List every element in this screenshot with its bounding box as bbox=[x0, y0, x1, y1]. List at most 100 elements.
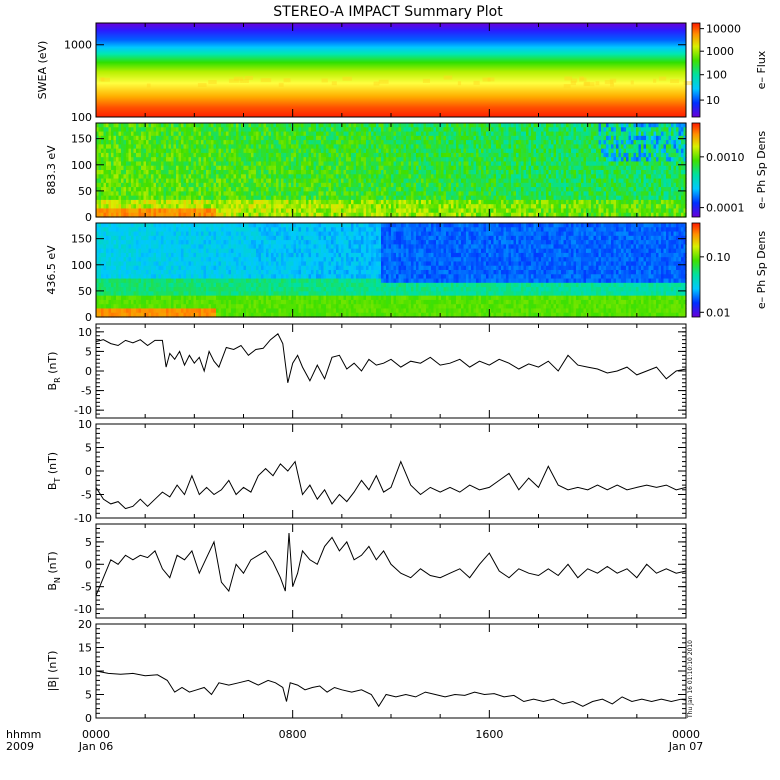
spectrogram-cell bbox=[181, 140, 185, 145]
spectrogram-cell bbox=[276, 191, 280, 197]
spectrogram-cell bbox=[268, 195, 272, 201]
spectrogram-cell bbox=[101, 204, 105, 210]
spectrogram-cell bbox=[176, 127, 180, 133]
spectrogram-cell bbox=[421, 191, 425, 197]
spectrogram-cell bbox=[288, 131, 292, 137]
spectrogram-cell bbox=[231, 174, 235, 180]
spectrogram-cell bbox=[348, 182, 352, 188]
spectrogram-cell bbox=[346, 199, 350, 205]
spectrogram-cell bbox=[261, 165, 265, 171]
spectrogram-cell bbox=[336, 165, 340, 171]
spectrogram-cell bbox=[233, 212, 237, 218]
spectrogram-cell bbox=[541, 174, 545, 180]
spectrogram-cell bbox=[473, 148, 477, 154]
spectrogram-cell bbox=[331, 127, 335, 133]
spectrogram-cell bbox=[213, 170, 217, 175]
spectrogram-cell bbox=[118, 123, 122, 128]
spectrogram-cell bbox=[521, 152, 525, 158]
spectrogram-cell bbox=[301, 191, 305, 197]
spectrogram-cell bbox=[281, 174, 285, 180]
spectrogram-cell bbox=[258, 161, 262, 167]
spectrogram-cell bbox=[166, 199, 170, 205]
spectrogram-cell bbox=[276, 208, 280, 214]
spectrogram-cell bbox=[458, 135, 462, 141]
spectrogram-cell bbox=[396, 152, 400, 158]
spectrogram-cell bbox=[133, 127, 137, 133]
spectrogram-cell bbox=[223, 174, 227, 180]
spectrogram-cell bbox=[406, 127, 410, 133]
spectrogram-cell bbox=[303, 174, 307, 180]
spectrogram-cell bbox=[281, 191, 285, 197]
spectrogram-cell bbox=[151, 208, 155, 214]
spectrogram-cell bbox=[533, 178, 537, 184]
spectrogram-cell bbox=[491, 212, 495, 218]
spectrogram-cell bbox=[521, 191, 525, 197]
spectrogram-cell bbox=[158, 187, 162, 192]
spectrogram-cell bbox=[446, 161, 450, 167]
spectrogram-cell bbox=[291, 135, 295, 141]
spectrogram-cell bbox=[156, 182, 160, 188]
spectrogram-cell bbox=[173, 144, 177, 150]
spectrogram-cell bbox=[503, 144, 507, 150]
spectrogram-cell bbox=[148, 161, 152, 167]
spectrogram-cell bbox=[443, 195, 447, 201]
spectrogram-cell bbox=[278, 123, 282, 128]
spectrogram-cell bbox=[373, 152, 377, 158]
spectrogram-cell bbox=[351, 135, 355, 141]
spectrogram-cell bbox=[523, 140, 527, 145]
spectrogram-cell bbox=[358, 208, 362, 214]
spectrogram-cell bbox=[273, 187, 277, 192]
spectrogram-cell bbox=[516, 140, 520, 145]
spectrogram-cell bbox=[473, 152, 477, 158]
spectrogram-cell bbox=[333, 135, 337, 141]
spectrogram-cell bbox=[158, 135, 162, 141]
spectrogram-cell bbox=[431, 199, 435, 205]
spectrogram-cell bbox=[246, 170, 250, 175]
spectrogram-cell bbox=[213, 191, 217, 197]
spectrogram-cell bbox=[536, 174, 540, 180]
spectrogram-cell bbox=[481, 157, 485, 163]
spectrogram-cell bbox=[221, 161, 225, 167]
spectrogram-cell bbox=[136, 135, 140, 141]
spectrogram-cell bbox=[521, 182, 525, 188]
spectrogram-cell bbox=[368, 135, 372, 141]
spectrogram-cell bbox=[126, 131, 130, 137]
spectrogram-cell bbox=[446, 123, 450, 128]
spectrogram-cell bbox=[421, 127, 425, 133]
spectrogram-cell bbox=[471, 131, 475, 137]
spectrogram-cell bbox=[468, 165, 472, 171]
spectrogram-cell bbox=[171, 131, 175, 137]
spectrogram-cell bbox=[508, 191, 512, 197]
spectrogram-cell bbox=[228, 165, 232, 171]
spectrogram-cell bbox=[441, 174, 445, 180]
spectrogram-cell bbox=[318, 131, 322, 137]
spectrogram-cell bbox=[146, 131, 150, 137]
spectrogram-cell bbox=[188, 123, 192, 128]
spectrogram-cell bbox=[523, 174, 527, 180]
spectrogram-cell bbox=[328, 161, 332, 167]
spectrogram-cell bbox=[371, 144, 375, 150]
spectrogram-cell bbox=[538, 191, 542, 197]
spectrogram-cell bbox=[416, 212, 420, 218]
spectrogram-cell bbox=[253, 144, 257, 150]
spectrogram-cell bbox=[231, 157, 235, 163]
spectrogram-cell bbox=[376, 123, 380, 128]
spectrogram-cell bbox=[386, 174, 390, 180]
spectrogram-cell bbox=[263, 123, 267, 128]
spectrogram-cell bbox=[428, 131, 432, 137]
spectrogram-cell bbox=[108, 123, 112, 128]
spectrogram-cell bbox=[243, 195, 247, 201]
spectrogram-cell bbox=[303, 157, 307, 163]
spectrogram-cell bbox=[443, 212, 447, 218]
spectrogram-cell bbox=[343, 191, 347, 197]
spectrogram-cell bbox=[401, 191, 405, 197]
spectrogram-cell bbox=[138, 170, 142, 175]
spectrogram-cell bbox=[436, 140, 440, 145]
spectrogram-cell bbox=[516, 123, 520, 128]
spectrogram-cell bbox=[386, 191, 390, 197]
spectrogram-cell bbox=[386, 144, 390, 150]
spectrogram-cell bbox=[253, 127, 257, 133]
spectrogram-cell bbox=[221, 140, 225, 145]
spectrogram-cell bbox=[236, 152, 240, 158]
spectrogram-cell bbox=[378, 187, 382, 192]
